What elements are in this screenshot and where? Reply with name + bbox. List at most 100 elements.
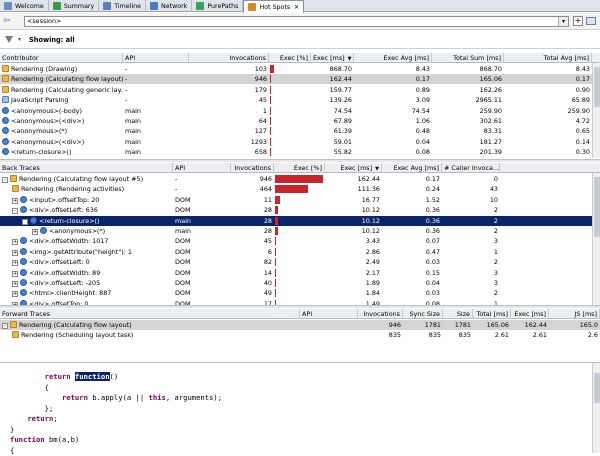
row-api-cell: main — [173, 226, 231, 236]
row-inv-cell: 45 — [231, 236, 274, 246]
column-header[interactable]: Invocations — [358, 309, 403, 319]
column-header[interactable]: API — [123, 53, 189, 63]
expand-icon[interactable]: + — [12, 250, 18, 256]
row-name: <anonymous>(<div>) — [11, 117, 84, 125]
column-header[interactable]: Exec [ms] — [511, 309, 549, 319]
column-header[interactable]: # Caller Invoca... — [442, 163, 500, 173]
row-inv-cell: 11 — [231, 195, 274, 205]
row-inv-cell: 49 — [231, 288, 274, 298]
session-selector[interactable]: <session> ▾ — [24, 16, 569, 27]
collapse-icon[interactable]: - — [22, 219, 28, 225]
row-exec-cell: 159.77 — [311, 85, 354, 95]
column-header[interactable]: Exec [%] — [274, 163, 325, 173]
column-header[interactable]: Exec [ms]▼ — [325, 163, 382, 173]
hotspots-scrollbar[interactable] — [592, 63, 600, 158]
column-header[interactable]: JS [ms] — [549, 309, 600, 319]
code-line: { — [10, 445, 14, 456]
expand-icon[interactable]: + — [12, 239, 18, 245]
row-total-cell: 165.06 — [432, 74, 504, 84]
row-api-cell: DOM — [173, 247, 231, 257]
back-arrow-icon[interactable]: ⇦ — [3, 16, 15, 27]
row-tavg-cell: 65.89 — [504, 95, 592, 105]
tab-summary[interactable]: Summary — [49, 0, 99, 12]
expand-icon[interactable]: + — [12, 260, 18, 266]
collapse-icon[interactable]: - — [2, 177, 8, 183]
chevron-down-icon[interactable]: ▾ — [558, 17, 568, 26]
source-code-view[interactable]: return function() { return b.apply(a || … — [0, 362, 600, 452]
tab-timeline[interactable]: Timeline — [99, 0, 146, 12]
tab-welcome[interactable]: Welcome — [0, 0, 49, 12]
column-header[interactable]: API — [173, 163, 231, 173]
column-header[interactable]: Total Avg [ms] — [504, 53, 592, 63]
column-header[interactable]: Exec Avg [ms] — [354, 53, 432, 63]
collapse-icon[interactable]: - — [12, 208, 18, 214]
expand-icon[interactable]: + — [12, 198, 18, 204]
row-api-cell: main — [173, 216, 231, 226]
collapse-icon[interactable]: - — [2, 323, 8, 329]
tab-hot-spots[interactable]: Hot Spots✕ — [243, 0, 304, 13]
sort-desc-icon[interactable]: ▼ — [375, 166, 379, 172]
column-header-label: Total [ms] — [477, 310, 509, 318]
scroll-thumb[interactable] — [594, 177, 600, 237]
tab-purepaths[interactable]: PurePaths — [192, 0, 243, 12]
column-header[interactable]: Invocations — [231, 163, 274, 173]
back-traces-scrollbar[interactable] — [592, 173, 600, 305]
code-line: { — [10, 382, 49, 393]
column-header[interactable]: Exec [ms]▼ — [311, 53, 354, 63]
tab-network[interactable]: Network — [146, 0, 192, 12]
column-header[interactable]: Exec [%] — [269, 53, 311, 63]
exec-percent-fill — [275, 248, 276, 256]
table-row[interactable]: -Rendering (Calculating flow layout #5)-… — [0, 174, 600, 184]
table-row[interactable]: Rendering (Calculating generic lay...-17… — [0, 85, 600, 95]
column-header[interactable]: Contributor — [0, 53, 123, 63]
row-avg-cell: 1.52 — [382, 195, 442, 205]
column-header[interactable]: Total Sum [ms] — [432, 53, 504, 63]
expand-icon[interactable]: + — [12, 291, 18, 297]
row-js-cell: 2.6 — [549, 330, 600, 340]
column-header[interactable]: Back Traces — [0, 163, 173, 173]
scroll-thumb[interactable] — [594, 67, 600, 107]
sort-desc-icon[interactable]: ▼ — [348, 56, 352, 62]
column-header[interactable]: Invocations — [189, 53, 269, 63]
expand-icon[interactable]: + — [12, 271, 18, 277]
row-tavg-cell: 0.14 — [504, 137, 592, 147]
pane-splitter[interactable] — [0, 159, 600, 162]
pane-splitter[interactable] — [0, 305, 600, 308]
column-header[interactable]: Total [ms] — [473, 309, 511, 319]
add-icon[interactable]: + — [573, 16, 583, 26]
column-header[interactable]: Size — [443, 309, 473, 319]
filter-icon[interactable] — [5, 36, 13, 43]
column-header[interactable]: Exec Avg [ms] — [382, 163, 442, 173]
column-header[interactable]: Sync Size — [403, 309, 443, 319]
view-menu-icon[interactable] — [586, 17, 596, 25]
code-scrollbar[interactable] — [592, 363, 600, 453]
dropdown-arrow-icon[interactable]: ▾ — [18, 36, 21, 43]
column-header[interactable]: API — [300, 309, 358, 319]
expand-icon[interactable]: + — [12, 281, 18, 287]
close-icon[interactable]: ✕ — [294, 4, 299, 11]
row-name: <anonymous>(*) — [49, 227, 105, 235]
expand-icon[interactable]: + — [32, 229, 38, 235]
column-header[interactable]: Forward Traces — [0, 309, 300, 319]
